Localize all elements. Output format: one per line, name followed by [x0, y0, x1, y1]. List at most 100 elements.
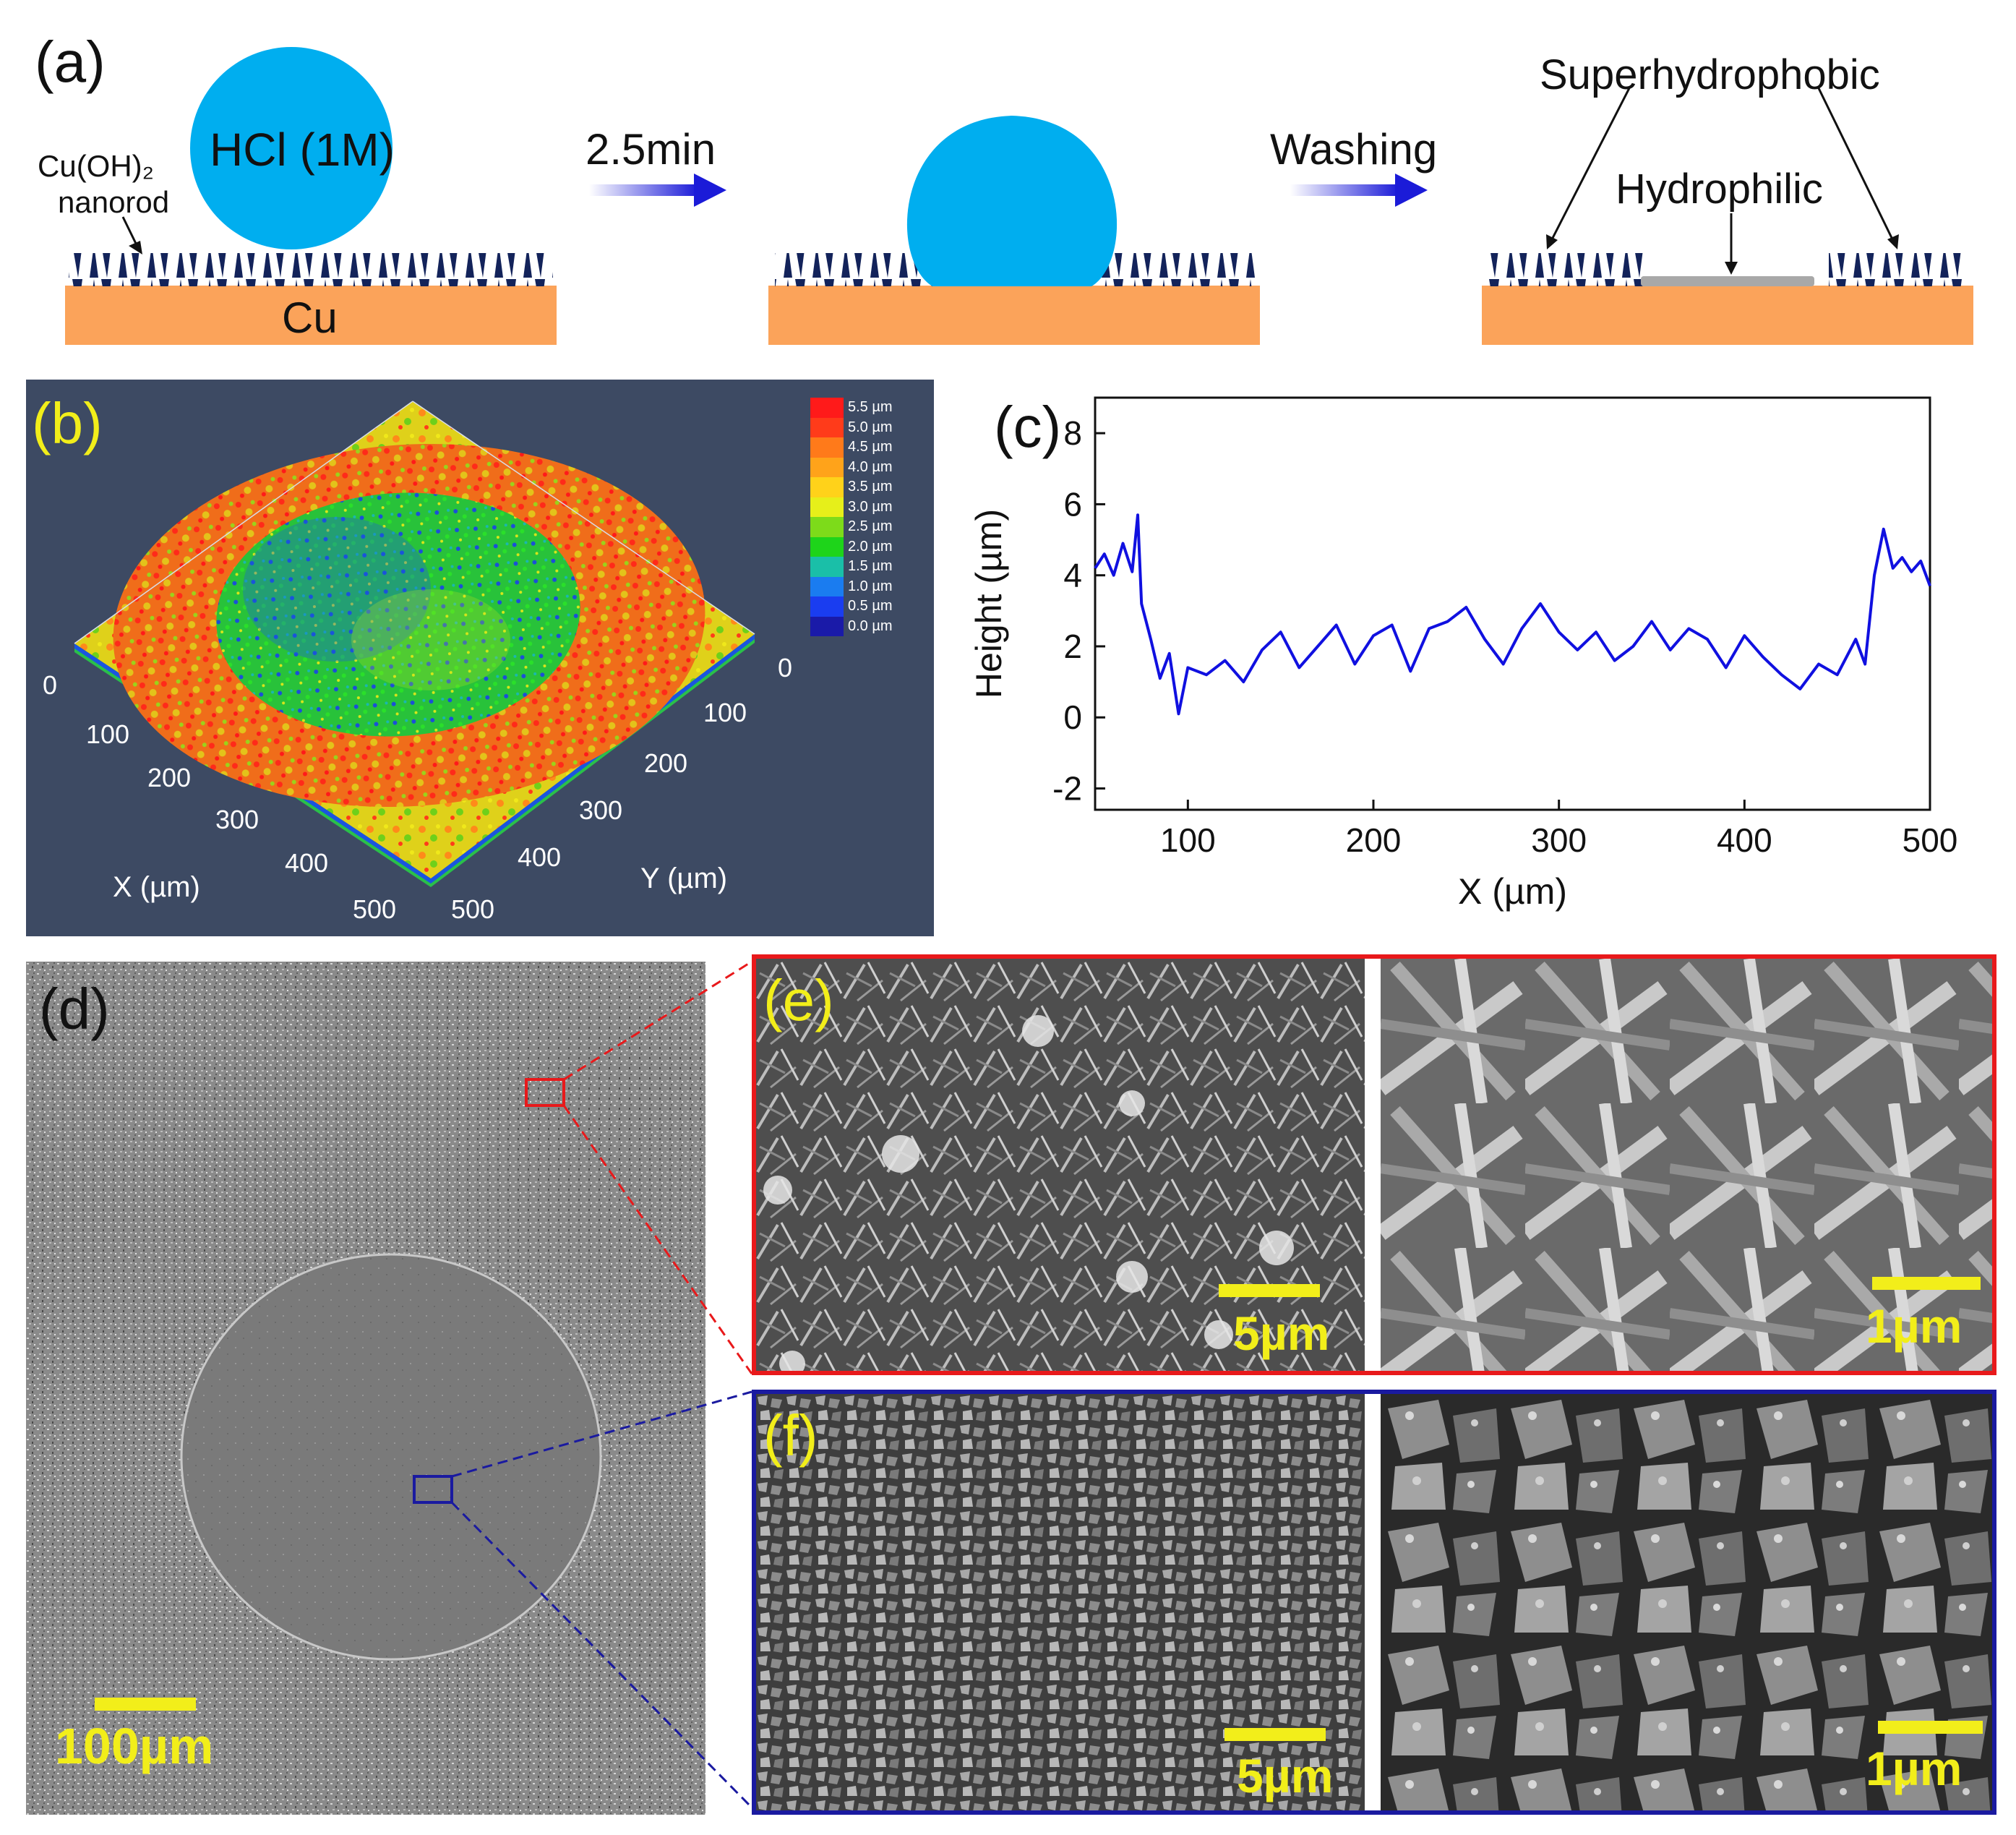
arrow-1	[589, 174, 726, 207]
copper-substrate-3	[1482, 286, 1973, 345]
substrate-label: Cu	[282, 294, 338, 342]
x-tick: 400	[285, 848, 329, 878]
surface-map	[74, 401, 755, 887]
step-washing-label: Washing	[1270, 125, 1438, 174]
legend-label: 2.5 µm	[848, 518, 893, 535]
hydrophilic-label: Hydrophilic	[1616, 166, 1823, 213]
legend-swatch	[810, 457, 844, 477]
x-tick: 0	[43, 670, 58, 700]
panel-f-label: (f)	[763, 1403, 818, 1468]
zoom-box-red	[525, 1078, 565, 1107]
legend-label: 1.5 µm	[848, 558, 893, 575]
x-axis-label: X (µm)	[113, 871, 200, 903]
hydrophilic-layer	[1641, 276, 1814, 286]
nanorods-1	[69, 253, 553, 286]
panel-b: (b) 5.5 µm 5.0 µm 4.5 µm 4.0 µm 3.5 µm 3.0 µm…	[26, 380, 934, 936]
y-tick: 500	[451, 894, 495, 924]
legend-label: 4.0 µm	[848, 458, 893, 475]
scale-label-f-right: 1µm	[1866, 1742, 1963, 1795]
sem-etched-low	[756, 1394, 1365, 1810]
scale-bar-e-right	[1872, 1277, 1981, 1290]
copper-substrate-2	[768, 286, 1260, 345]
x-tick-label: 400	[1717, 821, 1772, 859]
step-time-label: 2.5min	[586, 125, 716, 174]
legend-swatch	[810, 536, 844, 557]
height-legend: 5.5 µm 5.0 µm 4.5 µm 4.0 µm 3.5 µm 3.0 µm 2.5 …	[810, 398, 893, 636]
legend-swatch	[810, 497, 844, 517]
y-tick: 300	[579, 795, 623, 825]
legend-swatch	[810, 576, 844, 596]
panel-d-label: (d)	[39, 977, 110, 1041]
scale-label-e-left: 5µm	[1233, 1306, 1330, 1360]
y-tick-label: 4	[1063, 557, 1082, 594]
legend-entry: 4.5 µm	[810, 437, 893, 458]
sem-overview	[26, 962, 705, 1815]
nanorods-3a	[1489, 253, 1644, 286]
x-tick: 100	[86, 719, 130, 749]
sem-nanorods-low	[756, 959, 1365, 1371]
nanorod-label-line1: Cu(OH)₂	[38, 149, 154, 183]
legend-label: 4.5 µm	[848, 439, 893, 455]
legend-entry: 0.5 µm	[810, 596, 893, 617]
y-tick-label: 6	[1063, 485, 1082, 523]
nanorod-label-line2: nanorod	[58, 185, 170, 219]
panel-e: (e) 5µm 1µm	[752, 954, 1996, 1375]
y-tick-label: 8	[1063, 414, 1082, 452]
x-tick-label: 500	[1903, 821, 1958, 859]
x-axis-label: X (µm)	[1458, 871, 1567, 912]
y-tick-label: 0	[1063, 698, 1082, 736]
legend-label: 0.5 µm	[848, 598, 893, 615]
panel-f: (f) 5µm 1µm	[752, 1390, 1996, 1815]
panel-e-label: (e)	[763, 968, 834, 1032]
panel-c: (c) 100 200 300 400 500 -2 0 2 4 6 8 X (µm) Height (…	[940, 380, 2016, 936]
height-profile-line	[1094, 513, 1931, 716]
pointer-lines	[121, 86, 1895, 268]
legend-label: 0.0 µm	[848, 617, 893, 634]
scale-bar-f-right	[1878, 1721, 1983, 1734]
acid-droplet-1	[190, 47, 393, 249]
panel-c-label: (c)	[994, 395, 1062, 459]
legend-swatch	[810, 417, 844, 437]
x-tick: 200	[147, 763, 192, 792]
legend-entry: 4.0 µm	[810, 457, 893, 477]
plot-frame	[1094, 396, 1931, 811]
y-tick: 400	[518, 842, 562, 872]
etched-circle	[180, 1253, 602, 1661]
x-tick-label: 200	[1346, 821, 1402, 859]
legend-swatch	[810, 517, 844, 537]
y-tick-label: -2	[1052, 770, 1082, 808]
y-axis-label: Height (µm)	[969, 509, 1009, 698]
pointer-heads	[129, 234, 1899, 275]
y-tick: 200	[644, 748, 688, 778]
legend-swatch	[810, 437, 844, 458]
legend-entry: 0.0 µm	[810, 616, 893, 636]
panel-a: (a) HCl (1M) Cu(OH)₂ nanorod Cu 2.5min W…	[0, 0, 2016, 362]
legend-swatch	[810, 616, 844, 636]
nanorods-3b	[1829, 253, 1966, 286]
legend-entry: 5.0 µm	[810, 417, 893, 437]
legend-entry: 2.5 µm	[810, 517, 893, 537]
legend-entry: 5.5 µm	[810, 398, 893, 418]
copper-substrate-1	[65, 286, 557, 345]
legend-entry: 1.0 µm	[810, 576, 893, 596]
zoom-box-blue	[413, 1475, 453, 1504]
scale-label-e-right: 1µm	[1866, 1299, 1963, 1353]
sem-nanorods-high	[1381, 959, 1992, 1371]
scale-bar-f-left	[1224, 1728, 1326, 1741]
legend-swatch	[810, 596, 844, 617]
legend-entry: 2.0 µm	[810, 536, 893, 557]
legend-swatch	[810, 557, 844, 577]
legend-label: 5.0 µm	[848, 419, 893, 435]
scale-label-f-left: 5µm	[1237, 1749, 1334, 1802]
arrow-2	[1290, 174, 1428, 207]
legend-label: 5.5 µm	[848, 399, 893, 416]
y-tick-label: 2	[1063, 628, 1082, 665]
y-tick: 100	[703, 698, 747, 727]
panel-a-schematic	[65, 47, 1973, 345]
y-axis-label: Y (µm)	[640, 863, 728, 894]
acid-droplet-2	[906, 116, 1118, 286]
legend-label: 3.0 µm	[848, 498, 893, 515]
scale-bar-d	[95, 1698, 196, 1711]
legend-swatch	[810, 398, 844, 418]
x-tick-label: 100	[1160, 821, 1216, 859]
